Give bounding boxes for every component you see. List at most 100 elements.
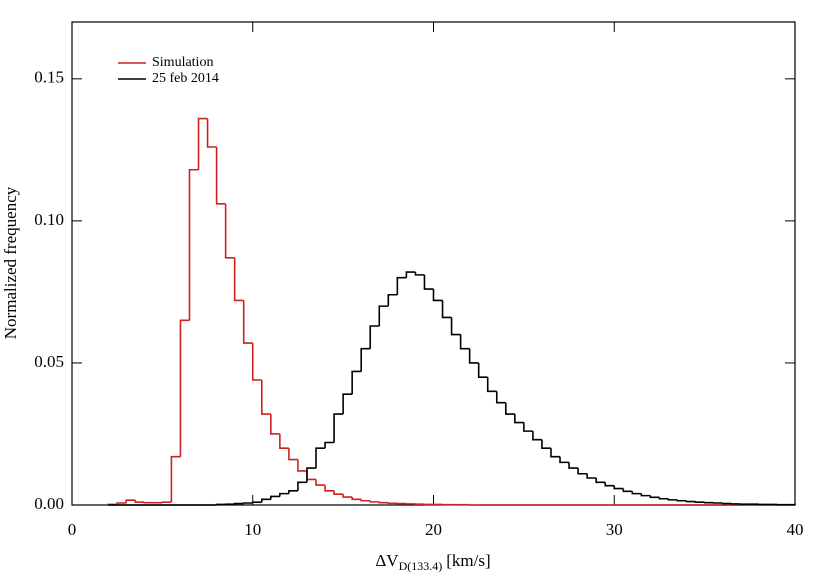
histogram-step [550,448,561,458]
histogram-step [441,300,452,319]
histogram-step [568,462,579,469]
x-tick-label: 0 [68,520,77,539]
histogram-step [423,274,434,290]
histogram-step [658,497,669,500]
histogram-step [613,485,624,490]
histogram-step [233,502,244,505]
histogram-step [125,499,136,504]
histogram-step [134,500,145,503]
histogram-step [450,317,461,336]
histogram-step [495,391,506,404]
histogram-step [351,370,362,395]
histogram-step [143,501,154,504]
x-label-main: ΔV [375,551,399,570]
x-axis-label: ΔVD(133.4) [km/s] [375,551,490,573]
histogram-step [667,498,678,501]
histogram-step [288,448,298,461]
histogram-step [468,348,479,364]
histogram-step [604,482,615,487]
histogram-step [324,441,335,449]
histogram-step [405,271,416,278]
histogram-step [369,500,380,503]
histogram-step [432,289,443,302]
histogram-step [179,319,190,457]
histogram-step [369,325,380,349]
histogram-step [505,402,515,415]
histogram-step [242,300,253,344]
histogram-step [315,447,326,469]
histogram-step [270,495,280,500]
x-label-unit: [km/s] [446,551,490,570]
histogram-step [514,414,524,424]
histogram-step [297,481,307,491]
histogram-step [477,362,488,378]
legend-label: Simulation [152,55,213,70]
histogram-step [251,343,262,381]
histogram-step [306,467,317,483]
histogram-step [387,293,398,307]
histogram-step [333,490,344,496]
y-axis-label: Normalized frequency [1,186,20,339]
histogram-step [351,497,362,501]
histogram-step [161,501,172,503]
histogram-step [260,498,271,503]
histogram-step [387,502,398,505]
x-tick-label: 30 [606,520,623,539]
histogram-step [459,334,470,350]
histogram-step [170,455,181,503]
histogram-step [378,501,389,504]
histogram-step [360,347,371,372]
histogram-step [306,470,317,481]
x-tick-label: 20 [425,520,442,539]
histogram-step [342,494,353,498]
histogram-step [242,502,253,504]
x-label-sub: D(133.4) [399,559,443,573]
histogram-step [315,479,326,486]
histogram-step [297,459,307,472]
x-tick-label: 40 [787,520,804,539]
legend-label: 25 feb 2014 [152,71,219,86]
histogram-step [595,478,606,484]
histogram-step [288,489,298,494]
histogram-step [270,414,280,435]
histogram-step [333,413,344,443]
histogram-step [260,379,271,415]
y-tick-label: 0.15 [34,68,64,87]
histogram-step [577,468,588,475]
histogram-step [523,422,533,432]
histogram-step [279,492,289,497]
histogram-step [324,485,335,492]
histogram-step [631,491,642,495]
histogram-step [694,501,705,503]
y-tick-label: 0.10 [34,210,64,229]
histogram-step [685,500,696,503]
histogram-step [279,433,289,449]
histogram-step [215,147,226,205]
histogram-step [414,272,425,276]
histogram-step [188,168,199,321]
histogram-step [676,499,687,502]
x-tick-label: 10 [244,520,261,539]
histogram-step [224,203,235,259]
histogram-step [721,502,732,505]
histogram-step [215,503,226,506]
histogram-step [396,276,407,295]
histogram-step [251,501,262,504]
histogram-step [532,431,542,441]
histogram-step [541,439,551,449]
y-tick-label: 0.00 [34,494,64,513]
histogram-step [233,257,244,302]
histogram-step [640,493,651,497]
histogram-step [206,118,217,148]
histogram-step [378,305,389,327]
histogram-step [486,377,497,393]
histogram-step [360,499,371,502]
histogram-step [586,473,597,479]
y-tick-label: 0.05 [34,352,64,371]
histogram-step [559,456,570,464]
histogram-step [197,117,208,170]
histogram-step [342,393,353,415]
histogram-step [622,488,633,493]
histogram-step [116,502,127,505]
